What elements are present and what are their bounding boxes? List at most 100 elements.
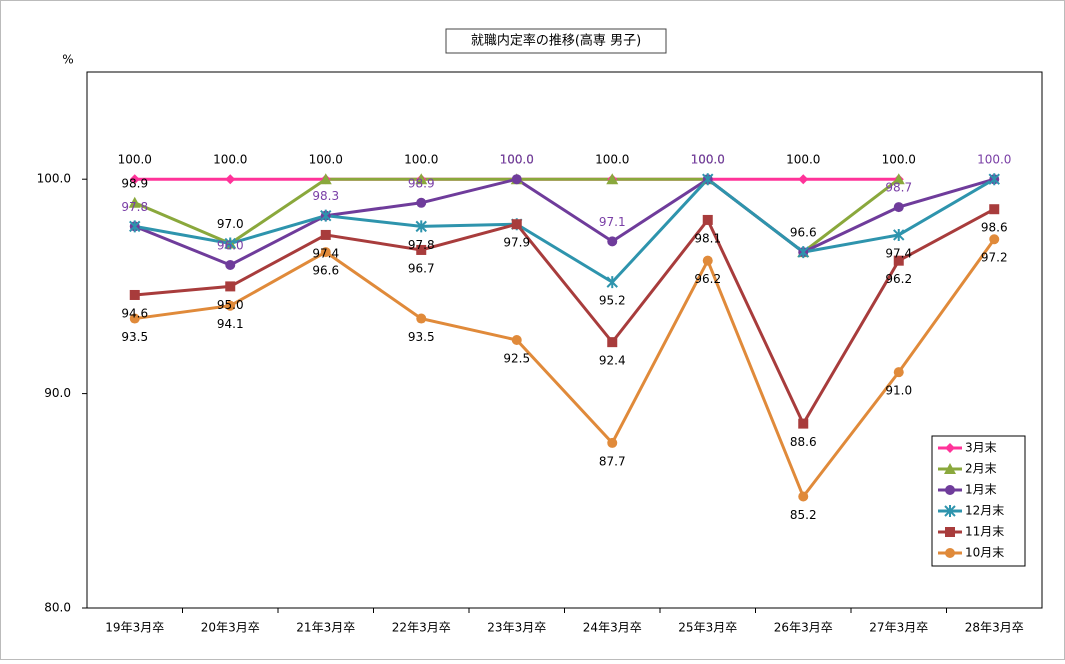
marker <box>798 174 809 185</box>
marker <box>702 255 713 266</box>
data-label: 100.0 <box>404 153 438 167</box>
marker <box>797 246 809 259</box>
marker <box>607 236 618 247</box>
marker <box>415 173 428 185</box>
data-label: 98.7 <box>885 181 912 195</box>
marker <box>416 197 427 208</box>
data-label: 96.7 <box>408 261 435 275</box>
marker <box>319 173 332 185</box>
x-tick-label: 27年3月卒 <box>869 621 928 635</box>
marker <box>416 244 427 255</box>
data-label: 95.2 <box>599 294 626 308</box>
data-label: 97.1 <box>599 215 626 229</box>
marker <box>511 174 522 185</box>
legend-label: 2月末 <box>965 462 997 476</box>
marker <box>798 418 809 429</box>
data-label: 98.9 <box>408 176 435 190</box>
data-label: 97.0 <box>217 217 244 231</box>
marker <box>944 463 956 474</box>
data-label: 97.2 <box>981 251 1008 265</box>
data-label: 87.7 <box>599 454 626 468</box>
marker <box>989 234 1000 245</box>
marker <box>607 437 618 448</box>
marker <box>945 548 955 558</box>
data-label: 100.0 <box>213 153 247 167</box>
marker <box>416 313 427 324</box>
marker <box>225 174 236 185</box>
marker <box>320 209 332 222</box>
x-tick-label: 22年3月卒 <box>392 621 451 635</box>
data-label: 96.0 <box>217 238 244 252</box>
data-label: 96.6 <box>790 226 817 240</box>
legend-label: 3月末 <box>965 441 997 455</box>
title-box <box>445 28 667 54</box>
data-label: 97.9 <box>503 236 530 250</box>
marker <box>511 219 522 230</box>
data-label: 100.0 <box>977 153 1011 167</box>
marker <box>945 527 955 537</box>
data-label: 97.4 <box>312 246 339 260</box>
data-label: 100.0 <box>500 153 534 167</box>
data-label: 97.8 <box>408 238 435 252</box>
series-line <box>134 177 995 267</box>
marker <box>893 228 905 241</box>
data-label: 100.0 <box>691 153 725 167</box>
x-tick-label: 23年3月卒 <box>487 621 546 635</box>
marker <box>129 174 140 185</box>
marker <box>225 259 236 270</box>
marker <box>225 281 236 292</box>
marker <box>415 220 427 233</box>
data-label: 93.5 <box>121 330 148 344</box>
data-label: 100.0 <box>786 153 820 167</box>
x-tick-label: 25年3月卒 <box>678 621 737 635</box>
x-tick-label: 24年3月卒 <box>583 621 642 635</box>
legend-label: 1月末 <box>965 483 997 497</box>
data-label: 100.0 <box>691 153 725 167</box>
data-label: 97.4 <box>885 246 912 260</box>
series-line <box>134 177 996 285</box>
data-label: 94.6 <box>121 306 148 320</box>
legend-label: 11月末 <box>965 525 1004 539</box>
x-tick-label: 20年3月卒 <box>201 621 260 635</box>
marker <box>893 202 904 213</box>
series-line <box>134 238 996 500</box>
data-label: 100.0 <box>500 153 534 167</box>
marker <box>893 255 904 266</box>
data-label: 100.0 <box>309 153 343 167</box>
marker <box>320 247 331 258</box>
marker <box>798 491 809 502</box>
data-label: 98.9 <box>121 176 148 190</box>
marker <box>989 204 1000 215</box>
data-label: 100.0 <box>118 153 152 167</box>
data-label: 95.0 <box>217 298 244 312</box>
marker <box>511 335 522 345</box>
marker <box>224 237 236 250</box>
x-tick-label: 26年3月卒 <box>774 621 833 635</box>
series-line <box>134 207 995 427</box>
legend-label: 12月末 <box>965 504 1004 518</box>
legend-box <box>931 435 1026 567</box>
legend-label: 10月末 <box>965 546 1004 560</box>
data-label: 92.5 <box>503 352 530 366</box>
x-tick-label: 21年3月卒 <box>296 621 355 635</box>
marker <box>945 443 955 453</box>
y-axis-label: % <box>62 53 73 67</box>
marker <box>606 173 619 185</box>
data-label: 93.5 <box>408 330 435 344</box>
y-tick-label: 90.0 <box>44 386 71 400</box>
chart-title: 就職内定率の推移(高専 男子) <box>471 33 641 49</box>
marker <box>892 173 905 185</box>
marker <box>129 313 140 324</box>
marker <box>129 220 141 233</box>
x-tick-label: 19年3月卒 <box>105 621 164 635</box>
data-label: 94.1 <box>217 317 244 331</box>
marker <box>988 173 1000 186</box>
marker <box>702 173 714 186</box>
x-tick-label: 28年3月卒 <box>965 621 1024 635</box>
marker <box>893 367 904 378</box>
marker <box>944 505 956 517</box>
data-label: 91.0 <box>885 384 912 398</box>
data-label: 88.6 <box>790 435 817 449</box>
